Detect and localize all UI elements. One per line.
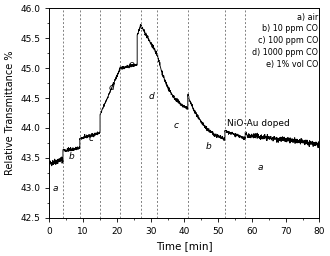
Text: a) air
b) 10 ppm CO
c) 100 ppm CO
d) 1000 ppm CO
e) 1% vol CO: a) air b) 10 ppm CO c) 100 ppm CO d) 100… bbox=[252, 13, 318, 69]
X-axis label: Time [min]: Time [min] bbox=[156, 241, 213, 251]
Text: c: c bbox=[174, 121, 179, 130]
Text: b: b bbox=[205, 142, 211, 151]
Text: d: d bbox=[109, 83, 115, 92]
Text: a: a bbox=[257, 163, 263, 172]
Text: a: a bbox=[52, 184, 58, 193]
Text: d: d bbox=[148, 92, 154, 101]
Y-axis label: Relative Transmittance %: Relative Transmittance % bbox=[5, 51, 15, 175]
Text: b: b bbox=[69, 152, 75, 161]
Text: c: c bbox=[89, 134, 94, 143]
Text: NiO-Au doped: NiO-Au doped bbox=[227, 119, 290, 128]
Text: e: e bbox=[129, 60, 135, 69]
